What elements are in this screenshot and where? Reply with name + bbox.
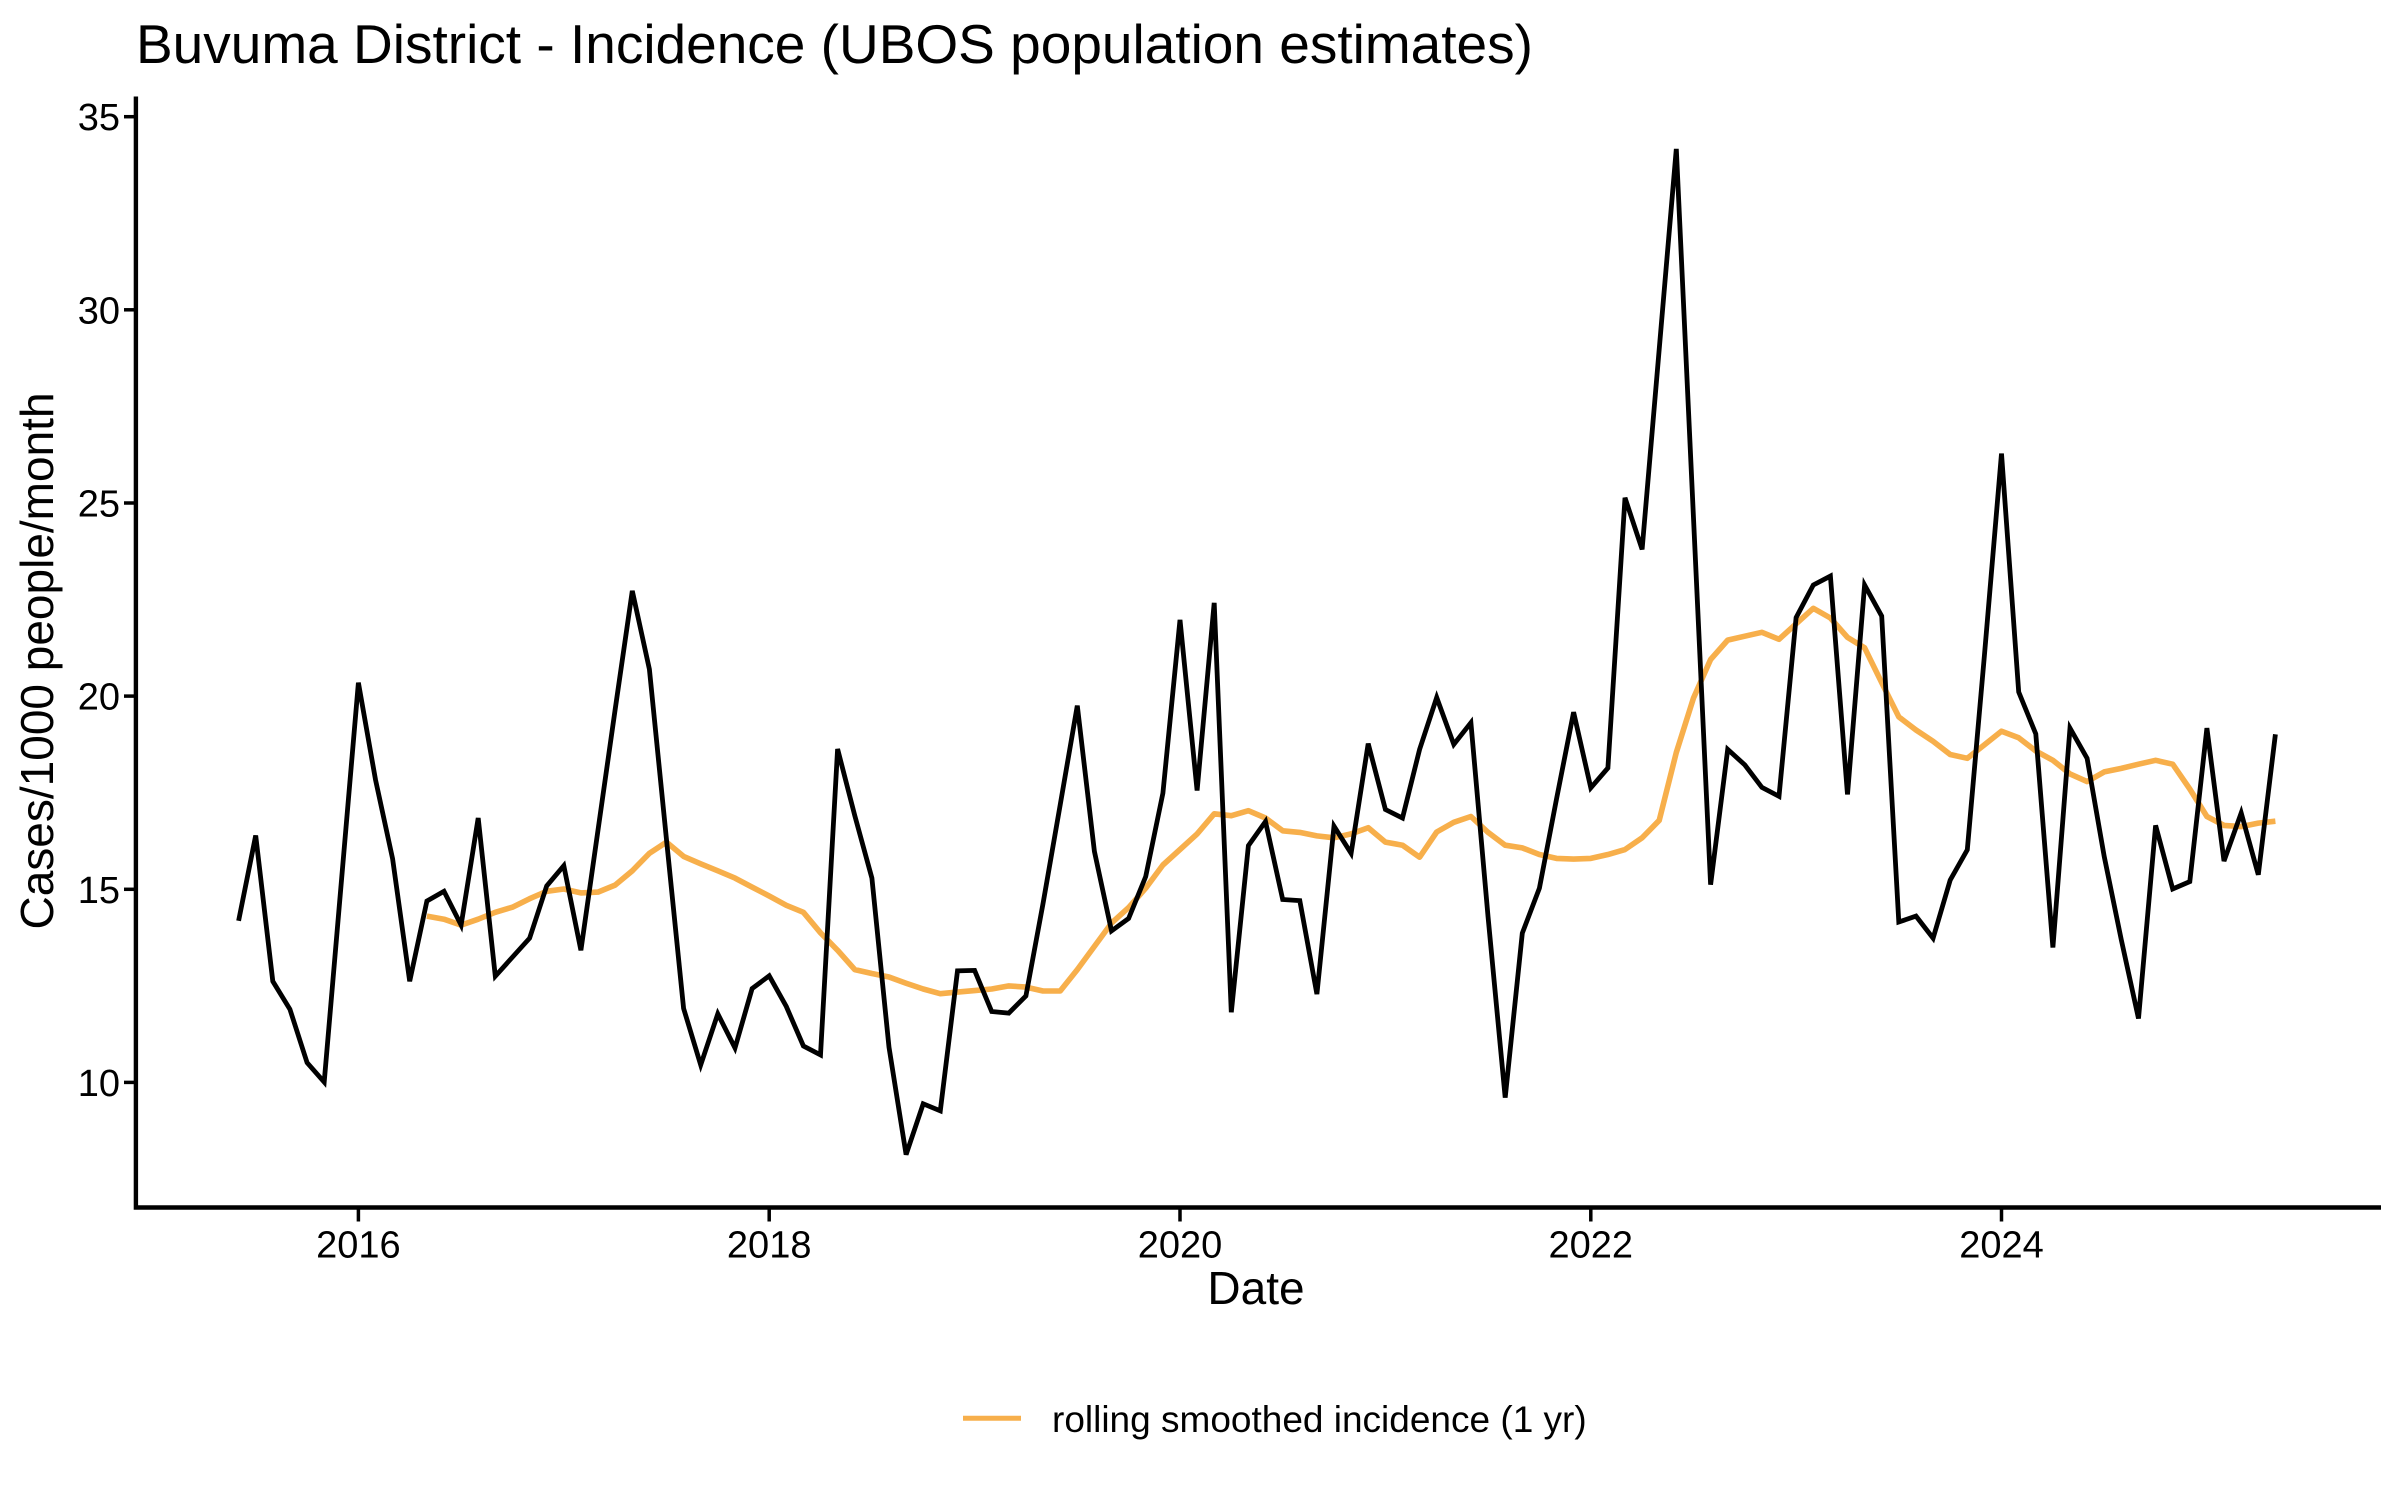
svg-text:rolling smoothed incidence (1: rolling smoothed incidence (1 yr) xyxy=(1052,1399,1587,1440)
svg-text:Buvuma District - Incidence (U: Buvuma District - Incidence (UBOS popula… xyxy=(136,13,1533,75)
svg-text:15: 15 xyxy=(78,870,120,912)
svg-text:30: 30 xyxy=(78,290,120,332)
svg-text:2020: 2020 xyxy=(1138,1225,1223,1267)
svg-text:2016: 2016 xyxy=(316,1225,401,1267)
svg-text:2022: 2022 xyxy=(1549,1225,1634,1267)
svg-text:10: 10 xyxy=(78,1063,120,1105)
svg-text:20: 20 xyxy=(78,677,120,719)
svg-text:35: 35 xyxy=(78,97,120,139)
svg-text:Date: Date xyxy=(1207,1262,1304,1314)
svg-text:Cases/1000 people/month: Cases/1000 people/month xyxy=(11,392,63,929)
svg-text:2018: 2018 xyxy=(727,1225,812,1267)
svg-text:25: 25 xyxy=(78,484,120,526)
svg-text:2024: 2024 xyxy=(1959,1225,2044,1267)
